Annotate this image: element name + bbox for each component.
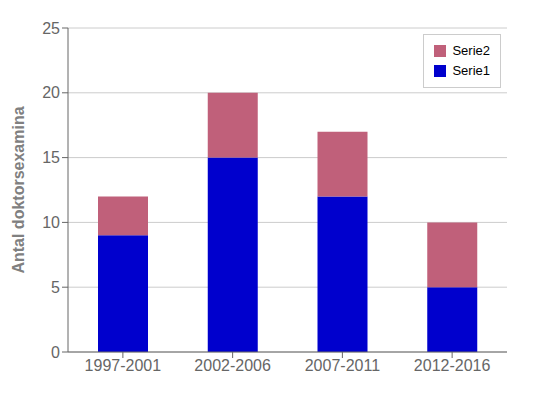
html-text:Serie2: Serie2 — [452, 43, 490, 58]
svg-text:20: 20 — [42, 84, 60, 101]
svg-text:2012-2016: 2012-2016 — [414, 357, 491, 374]
svg-text:Antal doktorsexamina: Antal doktorsexamina — [10, 106, 27, 273]
svg-text:2002-2006: 2002-2006 — [194, 357, 271, 374]
svg-text:15: 15 — [42, 149, 60, 166]
html-text:Serie1: Serie1 — [452, 63, 490, 78]
svg-text:10: 10 — [42, 214, 60, 231]
svg-text:0: 0 — [51, 344, 60, 361]
svg-text:1997-2001: 1997-2001 — [85, 357, 162, 374]
svg-text:25: 25 — [42, 20, 60, 37]
svg-text:5: 5 — [51, 279, 60, 296]
svg-text:2007-2011: 2007-2011 — [305, 357, 380, 374]
